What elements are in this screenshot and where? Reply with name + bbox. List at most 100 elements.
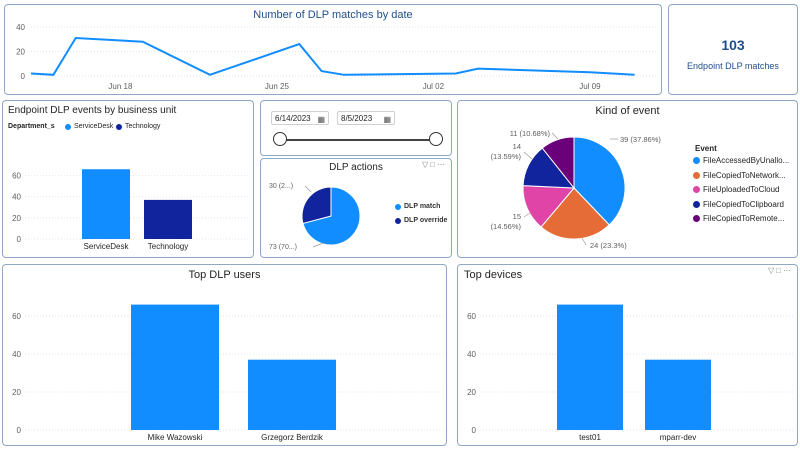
business-unit-card[interactable]: Endpoint DLP events by business unit Dep… (2, 100, 254, 258)
bar (144, 199, 192, 239)
kind-of-event-pie[interactable]: 39 (37.86%) 24 (23.3%) 15(14.56%) 14(13.59%… (458, 101, 799, 259)
calendar-icon[interactable]: ▦ (317, 115, 325, 124)
leader-line (551, 132, 559, 140)
filter-icon[interactable]: ▽ (768, 266, 777, 275)
date-slicer-card[interactable]: 6/14/2023 ▦ 8/5/2023 ▦ (260, 100, 452, 156)
bar (131, 304, 219, 430)
leader-line (581, 237, 587, 246)
legend-dot (395, 217, 401, 224)
y-tick-label: 20 (12, 388, 21, 397)
legend-label: FileCopiedToRemote... (703, 214, 785, 223)
event-legend-item[interactable]: FileCopiedToClipboard (693, 200, 784, 209)
pie-slice (573, 136, 626, 226)
end-date-input[interactable]: 8/5/2023 ▦ (337, 111, 395, 125)
legend-label: FileAccessedByUnallo... (703, 156, 790, 165)
legend-item-dlp-match[interactable]: DLP match (395, 203, 440, 210)
top-users-bar-chart[interactable]: 0 20 40 60 Mike Wazowski Grzegorz Berdzik (3, 265, 448, 447)
bar (557, 304, 623, 430)
kpi-label: Endpoint DLP matches (687, 61, 779, 71)
y-tick-label: 0 (21, 72, 26, 81)
legend-dot (693, 186, 700, 193)
top-devices-bar-chart[interactable]: 0 20 40 60 test01 mparr-dev (458, 265, 799, 447)
y-tick-label: 20 (467, 388, 476, 397)
dlp-actions-title: DLP actions (329, 162, 383, 173)
y-tick-label: 40 (12, 193, 21, 202)
x-tick-label: Jul 02 (423, 82, 445, 91)
dlp-actions-card[interactable]: ▽□⋯ DLP actions DLP match DLP override 7… (260, 158, 452, 258)
filter-icon[interactable]: ▽ (422, 160, 431, 169)
line-chart-title: Number of DLP matches by date (253, 9, 413, 21)
kind-of-event-title: Kind of event (595, 105, 660, 117)
y-tick-label: 60 (467, 312, 476, 321)
x-tick-label: Jun 18 (108, 82, 133, 91)
visual-header-icons[interactable]: ▽□⋯ (422, 160, 447, 169)
x-tick-label: mparr-dev (660, 433, 696, 442)
calendar-icon[interactable]: ▦ (383, 115, 391, 124)
legend-label: FileCopiedToClipboard (703, 199, 784, 209)
x-tick-label: Technology (148, 242, 188, 251)
legend-item-technology[interactable]: Technology (116, 123, 160, 130)
data-label: 24 (23.3%) (590, 241, 627, 250)
top-users-card[interactable]: Top DLP users 0 20 40 60 Mike Wazowski Grzego… (2, 264, 447, 446)
data-label: (13.59%) (491, 152, 522, 161)
event-legend-item[interactable]: FileUploadedToCloud (693, 185, 780, 194)
x-tick-label: Jun 25 (265, 82, 290, 91)
leader-line (523, 212, 531, 218)
kpi-value: 103 (721, 37, 745, 53)
business-unit-title: Endpoint DLP events by business unit (8, 105, 177, 116)
x-tick-label: Mike Wazowski (148, 433, 203, 442)
legend-dot (693, 157, 700, 164)
y-tick-label: 60 (12, 312, 21, 321)
legend-dot (693, 215, 700, 222)
legend-label: FileUploadedToCloud (703, 185, 780, 194)
bar (645, 359, 711, 430)
legend-dot (395, 203, 401, 210)
x-tick-label: Jul 09 (579, 82, 601, 91)
dlp-matches-by-date-card[interactable]: Number of DLP matches by date 0 20 40 Jun 1… (4, 4, 662, 95)
kpi-card[interactable]: 103 Endpoint DLP matches (668, 4, 798, 95)
y-tick-label: 0 (17, 426, 22, 435)
x-tick-label: ServiceDesk (84, 242, 130, 251)
visual-header-icons[interactable]: ▽□⋯ (768, 266, 793, 275)
legend-label: FileCopiedToNetwork... (703, 170, 786, 180)
top-users-title: Top DLP users (188, 269, 261, 281)
bar (248, 359, 336, 430)
legend-item-servicedesk[interactable]: ServiceDesk (65, 123, 113, 130)
x-tick-label: Grzegorz Berdzik (261, 433, 324, 442)
y-tick-label: 40 (467, 350, 476, 359)
legend-dot (693, 171, 700, 179)
series-line (30, 36, 635, 76)
event-legend-item[interactable]: FileAccessedByUnallo... (693, 156, 789, 165)
event-legend-item[interactable]: FileCopiedToRemote... (693, 214, 784, 223)
data-label: (14.56%) (491, 222, 522, 231)
event-legend-item[interactable]: FileCopiedToNetwork... (693, 171, 786, 180)
top-devices-card[interactable]: ▽□⋯ Top devices 0 20 40 60 test01 mparr-dev (457, 264, 798, 446)
pie-slice (541, 136, 575, 190)
pie-slice (301, 186, 332, 225)
legend-item-dlp-override[interactable]: DLP override (395, 217, 447, 224)
pie-slice (540, 187, 610, 240)
data-label: 30 (2...) (269, 183, 293, 190)
top-devices-title: Top devices (464, 269, 523, 281)
data-label: 11 (10.68%) (510, 129, 551, 138)
y-tick-label: 0 (472, 426, 477, 435)
y-tick-label: 20 (16, 48, 25, 57)
focus-mode-icon[interactable]: □ (776, 266, 783, 275)
more-options-icon[interactable]: ⋯ (783, 266, 793, 275)
y-tick-label: 0 (17, 235, 22, 244)
leader-line (304, 185, 312, 193)
line-chart[interactable]: 0 20 40 Jun 18 Jun 25 Jul 02 Jul 09 (5, 5, 663, 96)
data-label: 14 (513, 142, 521, 151)
data-label: 15 (513, 212, 521, 221)
dlp-actions-pie[interactable]: 73 (70...) 30 (2...) (261, 159, 453, 259)
focus-mode-icon[interactable]: □ (430, 160, 437, 169)
kind-of-event-card[interactable]: Kind of event Event 39 (37.86%) 24 (23.3%… (457, 100, 798, 258)
more-options-icon[interactable]: ⋯ (437, 160, 447, 169)
start-date-input[interactable]: 6/14/2023 ▦ (271, 111, 329, 125)
slider-end-handle[interactable] (429, 132, 443, 146)
y-tick-label: 60 (12, 172, 21, 181)
leader-line (523, 151, 533, 160)
slider-start-handle[interactable] (273, 132, 287, 146)
slider-track[interactable] (281, 139, 437, 141)
